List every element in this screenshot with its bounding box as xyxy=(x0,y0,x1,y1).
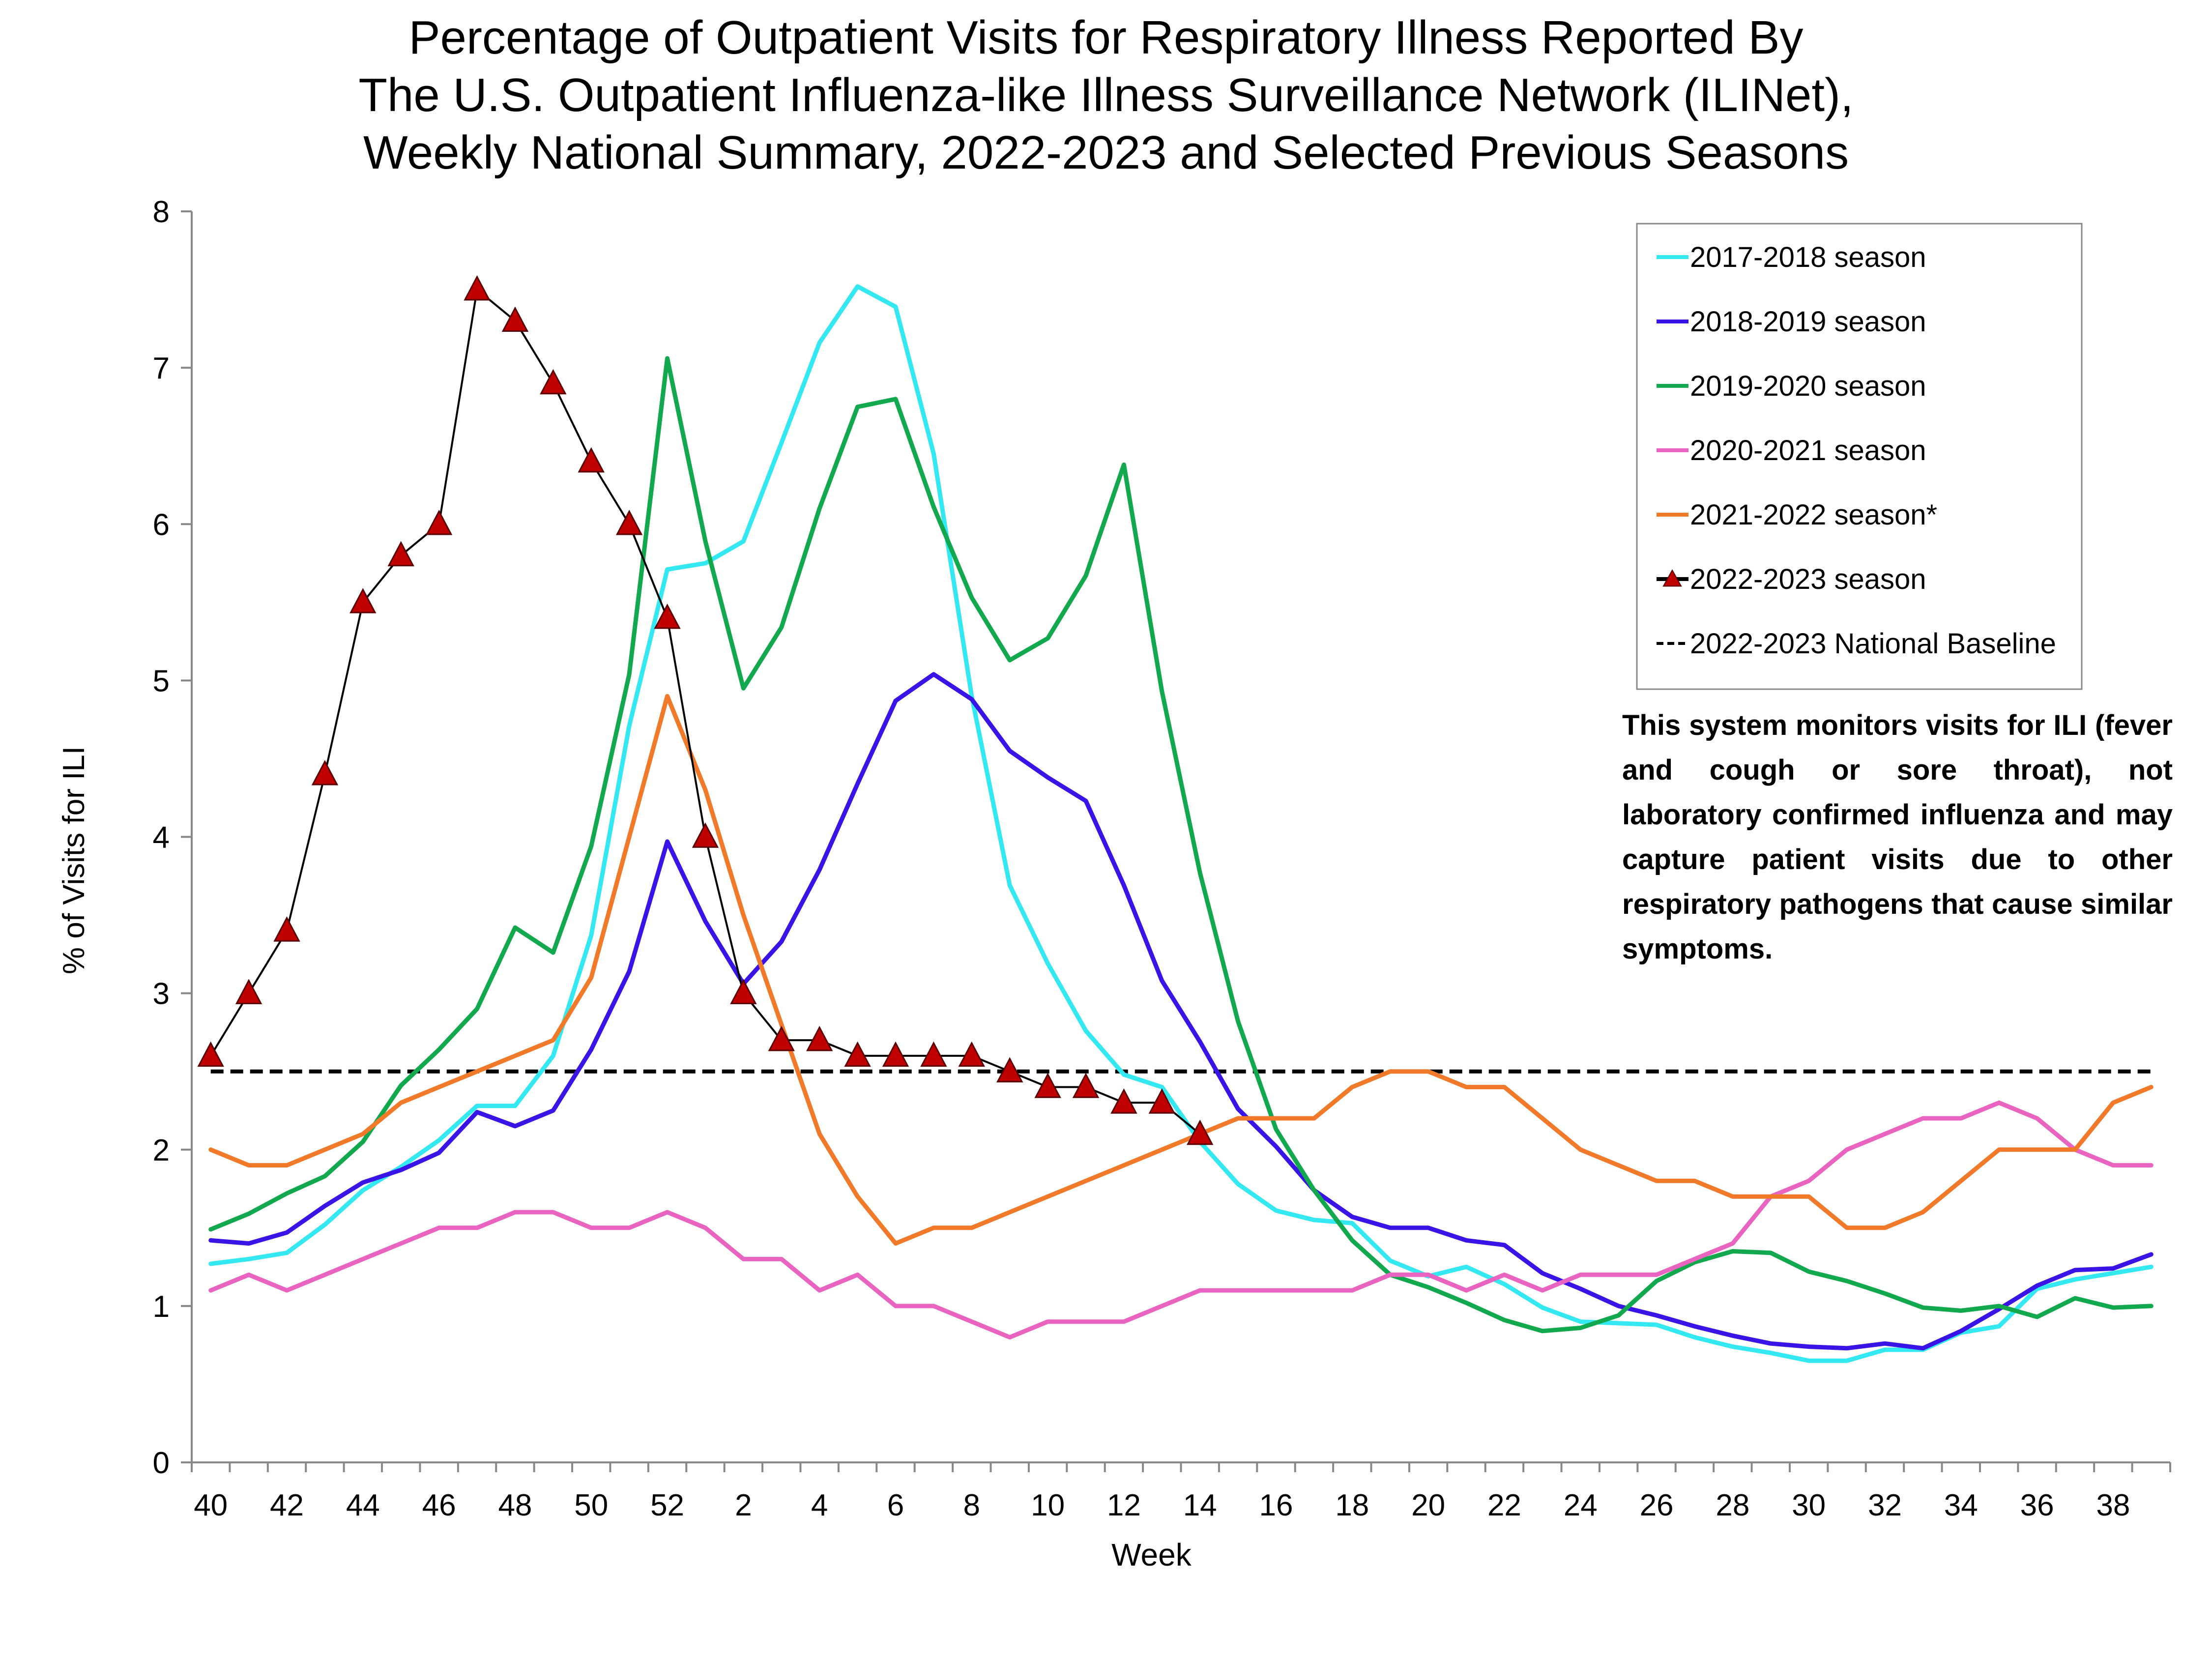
x-tick-label: 32 xyxy=(1868,1488,1902,1522)
data-point-marker xyxy=(692,822,719,848)
series-line-3 xyxy=(208,1100,2154,1339)
data-point-marker xyxy=(578,447,605,473)
x-tick-label: 26 xyxy=(1640,1488,1674,1522)
series-line-5 xyxy=(209,289,1201,1135)
x-tick-label: 18 xyxy=(1335,1488,1369,1522)
annotation-note: This system monitors visits for ILI (fev… xyxy=(1622,703,2173,971)
chart-title-line-3: Weekly National Summary, 2022-2023 and S… xyxy=(363,126,1849,179)
y-tick-label: 1 xyxy=(153,1290,170,1324)
x-tick-label: 6 xyxy=(887,1488,904,1522)
data-point-marker xyxy=(501,306,529,332)
x-tick-label: 40 xyxy=(194,1488,228,1522)
x-tick-label: 34 xyxy=(1944,1488,1978,1522)
y-tick-label: 8 xyxy=(153,195,170,229)
marker-layer xyxy=(197,275,1214,1145)
annotation-line: This system monitors visits for ILI xyxy=(1622,709,2087,741)
data-point-marker xyxy=(882,1041,909,1067)
data-point-marker xyxy=(1072,1073,1100,1098)
y-tick-label: 0 xyxy=(153,1446,170,1480)
x-tick-label: 12 xyxy=(1107,1488,1141,1522)
y-tick-label: 3 xyxy=(153,977,170,1011)
data-point-marker xyxy=(197,1041,224,1067)
series-line-2 xyxy=(208,356,2154,1334)
chart-title-line-2: The U.S. Outpatient Influenza-like Illne… xyxy=(358,69,1854,121)
annotation-line: and may capture patient visits due xyxy=(1622,799,2173,875)
x-tick-label: 14 xyxy=(1183,1488,1217,1522)
x-tick-label: 38 xyxy=(2096,1488,2130,1522)
data-point-marker xyxy=(920,1041,947,1067)
legend: 2017-2018 season 2018-2019 season 2019-202… xyxy=(1636,223,2083,690)
x-tick-label: 24 xyxy=(1564,1488,1598,1522)
data-point-marker xyxy=(996,1057,1023,1082)
x-tick-label: 28 xyxy=(1716,1488,1749,1522)
x-tick-label: 20 xyxy=(1411,1488,1445,1522)
legend-label: 2022-2023 National Baseline xyxy=(1690,628,2056,660)
data-point-marker xyxy=(730,979,757,1004)
y-tick-label: 6 xyxy=(153,508,170,542)
data-point-marker xyxy=(806,1025,833,1051)
x-tick-label: 48 xyxy=(498,1488,532,1522)
series-line-4 xyxy=(208,694,2154,1246)
data-point-marker xyxy=(311,760,339,786)
chart-title-line-1: Percentage of Outpatient Visits for Resp… xyxy=(408,11,1804,64)
data-point-marker xyxy=(615,510,643,535)
x-tick-label: 46 xyxy=(422,1488,456,1522)
x-tick-label: 2 xyxy=(735,1488,752,1522)
legend-label: 2018-2019 season xyxy=(1690,306,1926,338)
x-tick-label: 42 xyxy=(270,1488,304,1522)
x-tick-label: 44 xyxy=(346,1488,380,1522)
legend-marker xyxy=(1662,569,1682,587)
data-point-marker xyxy=(768,1025,795,1051)
legend-label: 2020-2021 season xyxy=(1690,435,1926,466)
x-tick-label: 36 xyxy=(2020,1488,2054,1522)
annotation-line: (fever and cough or sore throat), xyxy=(1622,709,2173,786)
y-tick-label: 2 xyxy=(153,1134,170,1167)
x-tick-label: 16 xyxy=(1259,1488,1293,1522)
x-tick-label: 8 xyxy=(963,1488,980,1522)
y-axis-label: % of Visits for ILI xyxy=(57,746,91,975)
annotation-line: to other respiratory pathogens xyxy=(1622,844,2173,920)
chart-title: Percentage of Outpatient Visits for Resp… xyxy=(0,9,2212,181)
data-point-marker xyxy=(387,541,414,567)
data-point-marker xyxy=(1187,1119,1214,1145)
data-point-marker xyxy=(425,510,453,535)
data-point-marker xyxy=(1148,1088,1175,1114)
y-tick-label: 7 xyxy=(153,351,170,385)
y-tick-label: 4 xyxy=(153,821,170,855)
legend-label: 2021-2022 season* xyxy=(1690,499,1937,531)
data-point-marker xyxy=(349,588,377,613)
legend-label: 2022-2023 season xyxy=(1690,563,1926,595)
x-tick-label: 22 xyxy=(1487,1488,1521,1522)
legend-label: 2017-2018 season xyxy=(1690,241,1926,273)
data-point-marker xyxy=(273,916,300,942)
series-line-1 xyxy=(208,672,2154,1351)
x-tick-label: 30 xyxy=(1792,1488,1826,1522)
data-point-marker xyxy=(464,275,491,301)
x-tick-label: 4 xyxy=(811,1488,828,1522)
data-point-marker xyxy=(540,369,567,395)
legend-label: 2019-2020 season xyxy=(1690,370,1926,402)
x-tick-label: 52 xyxy=(650,1488,684,1522)
annotation-line: not laboratory confirmed influenza xyxy=(1622,754,2173,831)
data-point-marker xyxy=(958,1041,985,1067)
data-point-marker xyxy=(844,1041,871,1067)
x-tick-label: 50 xyxy=(574,1488,608,1522)
series-line-0 xyxy=(208,284,2154,1363)
annotation-line: that cause similar symptoms. xyxy=(1622,888,2173,965)
data-point-marker xyxy=(654,603,681,629)
x-axis-label: Week xyxy=(1111,1537,1192,1572)
data-point-marker xyxy=(1110,1088,1137,1114)
legend-box xyxy=(1636,223,2083,690)
x-tick-label: 10 xyxy=(1031,1488,1065,1522)
y-tick-label: 5 xyxy=(153,664,170,698)
data-point-marker xyxy=(235,979,262,1004)
data-point-marker xyxy=(1034,1073,1061,1098)
